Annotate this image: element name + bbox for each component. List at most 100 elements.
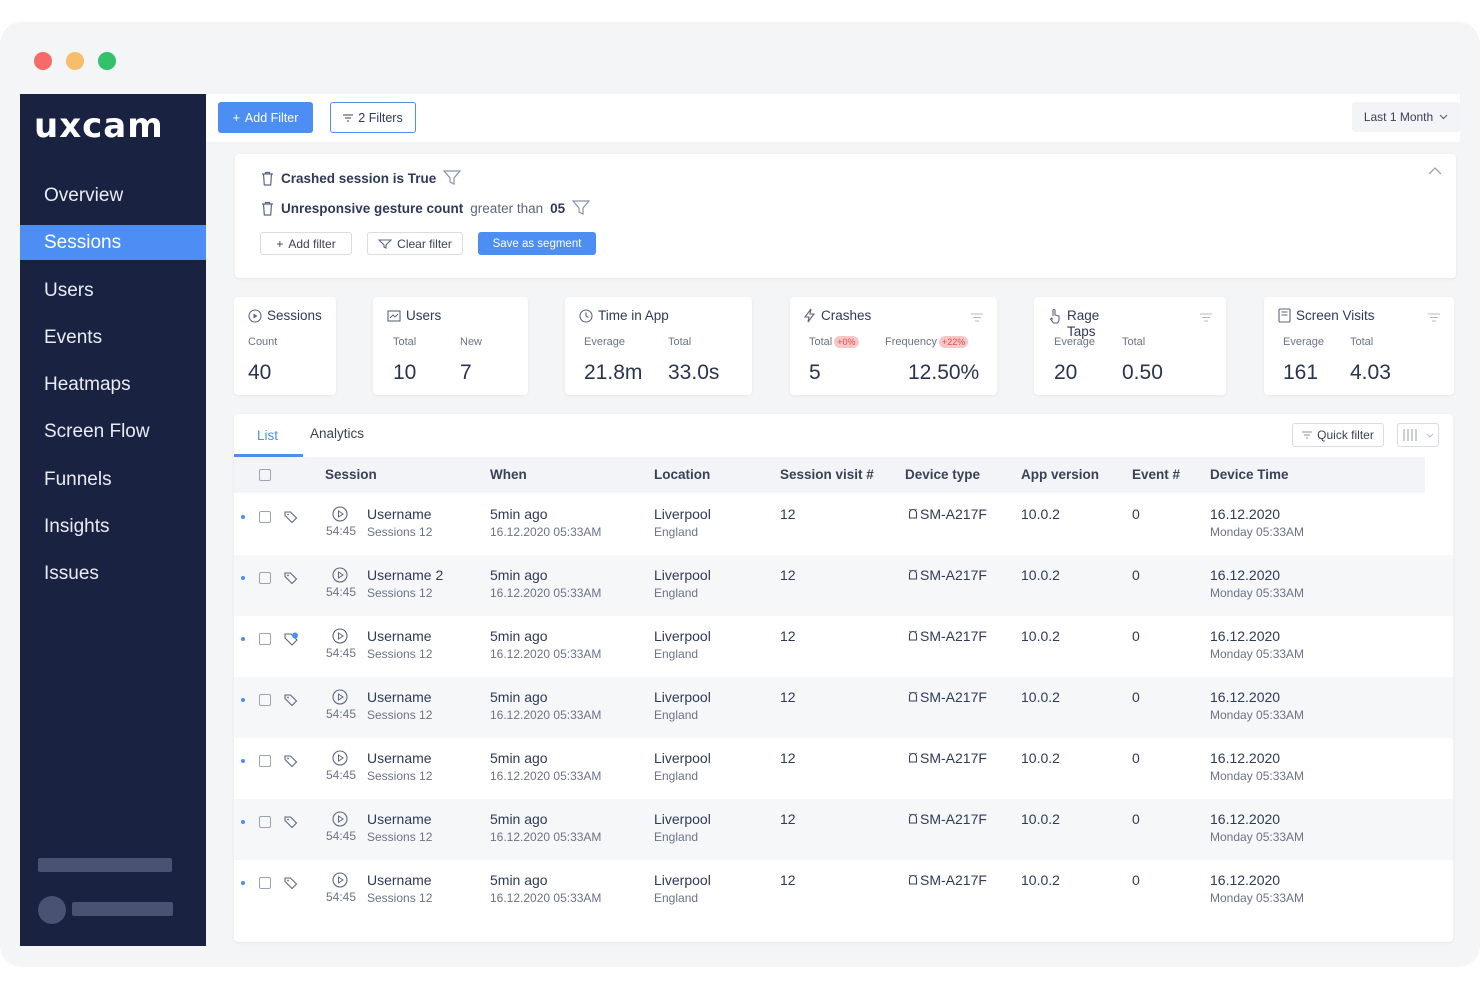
lightning-icon xyxy=(804,308,816,323)
username[interactable]: Username xyxy=(367,811,432,827)
save-segment-button[interactable]: Save as segment xyxy=(478,232,596,255)
minimize-window-button[interactable] xyxy=(66,52,84,70)
card-title: Users xyxy=(387,308,441,323)
username[interactable]: Username xyxy=(367,872,432,888)
column-header-session-visit[interactable]: Session visit # xyxy=(780,467,874,482)
tag-icon[interactable] xyxy=(284,754,298,773)
columns-button[interactable] xyxy=(1397,423,1439,447)
column-header-event-count[interactable]: Event # xyxy=(1132,467,1181,482)
row-checkbox[interactable] xyxy=(259,511,271,523)
table-row[interactable]: 54:45 Username Sessions 12 5min ago 16.12.20… xyxy=(234,616,1453,677)
filters-button[interactable]: 2 Filters xyxy=(330,102,416,133)
sidebar-item-overview[interactable]: Overview xyxy=(44,185,124,206)
card-value: 21.8m xyxy=(584,361,643,384)
quick-filter-button[interactable]: Quick filter xyxy=(1292,423,1384,447)
trash-icon[interactable] xyxy=(261,201,274,216)
play-session-icon[interactable] xyxy=(332,567,348,588)
avatar[interactable] xyxy=(38,896,66,924)
play-session-icon[interactable] xyxy=(332,750,348,771)
app-version-value: 10.0.2 xyxy=(1021,506,1060,522)
device-date: 16.12.2020 xyxy=(1210,872,1281,888)
add-filter-button[interactable]: + Add Filter xyxy=(218,102,313,133)
card-title-text: Sessions xyxy=(267,308,322,323)
funnel-icon[interactable] xyxy=(443,170,462,186)
tag-icon[interactable] xyxy=(284,815,298,834)
sidebar-item-sessions[interactable]: Sessions xyxy=(20,225,206,261)
app-version-value: 10.0.2 xyxy=(1021,628,1060,644)
username[interactable]: Username xyxy=(367,628,432,644)
table-row[interactable]: 54:45 Username 2 Sessions 12 5min ago 16.12.… xyxy=(234,555,1453,616)
tag-icon[interactable] xyxy=(284,632,300,651)
date-range-select[interactable]: Last 1 Month xyxy=(1352,102,1460,132)
column-header-device-type[interactable]: Device type xyxy=(905,467,981,482)
row-checkbox[interactable] xyxy=(259,694,271,706)
add-filter-small-label: Add filter xyxy=(288,236,336,251)
username[interactable]: Username xyxy=(367,506,432,522)
funnel-icon[interactable] xyxy=(572,200,591,216)
when-cell: 5min ago 16.12.2020 05:33AM xyxy=(490,872,601,906)
table-row[interactable]: 54:45 Username Sessions 12 5min ago 16.12.20… xyxy=(234,738,1453,799)
username[interactable]: Username 2 xyxy=(367,567,444,583)
table-row[interactable]: 54:45 Username Sessions 12 5min ago 16.12.20… xyxy=(234,860,1453,921)
play-session-icon[interactable] xyxy=(332,628,348,649)
play-session-icon[interactable] xyxy=(332,506,348,527)
tag-icon[interactable] xyxy=(284,693,298,712)
row-checkbox[interactable] xyxy=(259,633,271,645)
clear-filter-button[interactable]: Clear filter xyxy=(367,232,463,255)
play-session-icon[interactable] xyxy=(332,872,348,893)
trash-icon[interactable] xyxy=(261,171,274,186)
row-checkbox[interactable] xyxy=(259,816,271,828)
card-filter-icon[interactable] xyxy=(1200,309,1212,327)
card-filter-icon[interactable] xyxy=(1428,309,1440,327)
sidebar-item-funnels[interactable]: Funnels xyxy=(44,468,112,490)
device-type-value: SM-A217F xyxy=(920,628,987,644)
when-relative: 5min ago xyxy=(490,750,548,766)
tag-icon[interactable] xyxy=(284,876,298,895)
play-session-icon[interactable] xyxy=(332,811,348,832)
when-date: 16.12.2020 05:33AM xyxy=(490,830,602,844)
column-header-location[interactable]: Location xyxy=(654,467,711,482)
logo[interactable]: uxcam xyxy=(34,106,164,146)
card-filter-icon[interactable] xyxy=(971,309,983,327)
session-cell: Username Sessions 12 xyxy=(367,811,432,845)
sidebar-item-screen-flow[interactable]: Screen Flow xyxy=(44,421,150,443)
column-header-device-time[interactable]: Device Time xyxy=(1210,467,1289,482)
table-row[interactable]: 54:45 Username Sessions 12 5min ago 16.12.20… xyxy=(234,677,1453,738)
sidebar-item-events[interactable]: Events xyxy=(44,326,103,348)
session-visit-value: 12 xyxy=(780,689,796,705)
table-row[interactable]: 54:45 Username Sessions 12 5min ago 16.12.20… xyxy=(234,799,1453,860)
card-sub-label: Frequency +22% xyxy=(885,336,969,349)
row-checkbox[interactable] xyxy=(259,755,271,767)
maximize-window-button[interactable] xyxy=(98,52,116,70)
android-icon xyxy=(908,630,918,641)
event-count-cell: 0 xyxy=(1132,872,1140,888)
sidebar-item-heatmaps[interactable]: Heatmaps xyxy=(44,374,131,396)
session-visit-value: 12 xyxy=(780,750,796,766)
tag-icon[interactable] xyxy=(284,510,298,529)
column-header-when[interactable]: When xyxy=(490,467,527,482)
sidebar-item-users[interactable]: Users xyxy=(44,279,94,301)
session-duration: 54:45 xyxy=(326,524,357,538)
play-session-icon[interactable] xyxy=(332,689,348,710)
tab-list[interactable]: List xyxy=(257,428,279,443)
column-header-session[interactable]: Session xyxy=(325,467,377,482)
chevron-up-icon[interactable] xyxy=(1428,162,1442,178)
sidebar-item-issues[interactable]: Issues xyxy=(44,563,99,585)
add-filter-small-button[interactable]: + Add filter xyxy=(260,232,352,255)
table-row[interactable]: 54:45 Username Sessions 12 5min ago 16.12.20… xyxy=(234,494,1453,555)
select-all-checkbox[interactable] xyxy=(259,469,271,481)
unread-dot xyxy=(241,820,245,824)
column-header-app-version[interactable]: App version xyxy=(1021,467,1100,482)
device-type-value: SM-A217F xyxy=(920,506,987,522)
location-city: Liverpool xyxy=(654,689,711,705)
username[interactable]: Username xyxy=(367,689,432,705)
sidebar-item-insights[interactable]: Insights xyxy=(44,516,110,538)
unread-dot xyxy=(241,698,245,702)
username[interactable]: Username xyxy=(367,750,432,766)
tab-analytics[interactable]: Analytics xyxy=(310,426,365,441)
tag-icon[interactable] xyxy=(284,571,298,590)
row-checkbox[interactable] xyxy=(259,877,271,889)
users-card: Users Total New 10 7 xyxy=(373,297,528,395)
close-window-button[interactable] xyxy=(34,52,52,70)
row-checkbox[interactable] xyxy=(259,572,271,584)
